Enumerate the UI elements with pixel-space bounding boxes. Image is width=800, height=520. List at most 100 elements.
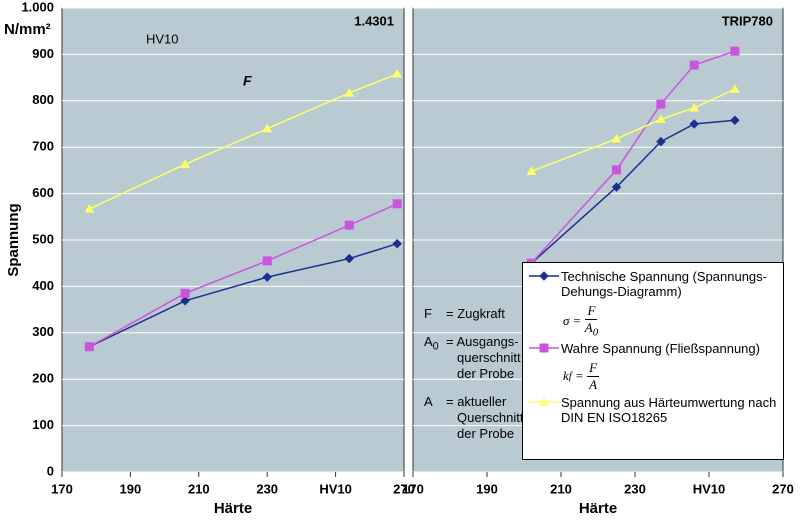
x-tick-label: 170 (402, 481, 424, 496)
y-axis-label: Spannung (5, 203, 22, 276)
definition-line: querschnitt (457, 350, 521, 365)
y-tick-label: 900 (32, 46, 54, 61)
formula-den-var: A (589, 376, 598, 392)
legend-label: Wahre Spannung (Fließspannung) (561, 340, 760, 356)
y-tick-label: 200 (32, 371, 54, 386)
marker (180, 296, 190, 306)
x-axis-label: Härte (214, 500, 252, 517)
definition-text: = Ausgangs-querschnitt der Probe (446, 334, 521, 382)
marker (262, 256, 272, 266)
symbol-sub: 0 (432, 340, 439, 353)
formula-lhs: σ (563, 312, 570, 328)
legend-icon (529, 271, 559, 281)
marker (344, 87, 355, 97)
definition: F = Zugkraft (424, 306, 524, 322)
y-tick-label: 300 (32, 324, 54, 339)
definition-line: = aktueller (446, 394, 507, 409)
y-tick-label: 0 (47, 463, 54, 478)
formula-den: A (589, 377, 597, 393)
y-tick-label: 1.000 (21, 0, 54, 14)
definitions: F = Zugkraft A0 = Ausgangs-querschnitt der P… (424, 306, 524, 454)
y-tick-label: 100 (32, 417, 54, 432)
definition: A0 = Ausgangs-querschnitt der Probe (424, 334, 524, 382)
definition-symbol: F (424, 306, 446, 322)
formula-num: F (585, 303, 598, 320)
legend: Technische Spannung (Spannungs-Dehungs-D… (522, 262, 784, 460)
annotation: HV10 (146, 31, 179, 46)
fraction: F A0 (585, 303, 598, 339)
marker (392, 239, 402, 249)
y-tick-label: 400 (32, 278, 54, 293)
marker (656, 114, 666, 124)
marker (730, 115, 740, 125)
formula-sub: 0 (592, 326, 599, 339)
formula-lhs: k (563, 368, 569, 384)
formula-num: F (587, 359, 600, 377)
symbol: A (424, 394, 433, 409)
marker (656, 136, 666, 147)
marker (392, 199, 402, 209)
legend-entry: Spannung aus Härteumwertung nach DIN EN … (527, 395, 779, 425)
legend-entry: Technische Spannung (Spannungs-Dehungs-D… (527, 269, 779, 299)
definition-line: = Ausgangs- (446, 334, 519, 349)
marker (689, 60, 699, 70)
symbol: F (424, 306, 432, 321)
marker (392, 68, 403, 78)
formula-den-var: A (584, 320, 593, 335)
definition-symbol: A0 (424, 334, 446, 382)
marker (180, 159, 190, 169)
panel-title: TRIP780 (722, 13, 773, 28)
x-tick-label: HV10 (319, 481, 352, 496)
marker (84, 203, 95, 213)
x-tick-label: 270 (393, 481, 415, 496)
x-tick-label: 190 (476, 481, 498, 496)
marker (539, 271, 549, 281)
definition-text: = Zugkraft (446, 306, 505, 322)
definition: A = aktueller Querschnitt der Probe (424, 394, 524, 442)
marker (730, 84, 740, 93)
marker (656, 99, 666, 109)
formula: σ = F A0 (563, 303, 779, 339)
marker (84, 342, 94, 352)
definition-text: = aktueller Querschnitt der Probe (446, 394, 523, 442)
y-tick-label: 500 (32, 231, 54, 246)
y-tick-label: 600 (32, 185, 54, 200)
x-tick-label: HV10 (693, 481, 726, 496)
y-axis-unit: N/mm² (4, 21, 51, 38)
marker (262, 272, 272, 282)
legend-entry: Wahre Spannung (Fließspannung) (527, 341, 779, 356)
symbol: A (424, 334, 433, 349)
definition-symbol: A (424, 394, 446, 442)
marker (611, 182, 622, 192)
x-tick-label: 210 (550, 481, 572, 496)
marker (262, 123, 273, 133)
formula-eq: = (573, 312, 581, 328)
marker (689, 102, 700, 112)
x-tick-label: 230 (256, 481, 278, 496)
legend-label: Technische Spannung (Spannungs-Dehungs-D… (561, 269, 767, 299)
marker (539, 396, 549, 406)
y-tick-label: 800 (32, 92, 54, 107)
formula-eq: = (575, 368, 584, 384)
definition-line: = Zugkraft (446, 306, 505, 321)
definition-line: der Probe (457, 366, 515, 381)
y-tick-label: 700 (32, 139, 54, 154)
formula-sub: f (568, 370, 572, 383)
x-tick-label: 190 (120, 481, 142, 496)
marker (344, 220, 354, 230)
definition-line: Querschnitt (457, 410, 524, 425)
marker (180, 288, 190, 298)
marker (612, 165, 621, 175)
x-tick-label: 210 (188, 481, 210, 496)
formula-den: A0 (585, 320, 598, 339)
marker (539, 343, 549, 353)
legend-label: Spannung aus Härteumwertung nach DIN EN … (561, 394, 777, 425)
legend-icon (529, 396, 559, 406)
x-tick-label: 230 (624, 481, 646, 496)
marker (344, 253, 354, 264)
marker (611, 133, 622, 143)
legend-icon (529, 343, 559, 353)
definition-line: der Probe (457, 426, 515, 441)
